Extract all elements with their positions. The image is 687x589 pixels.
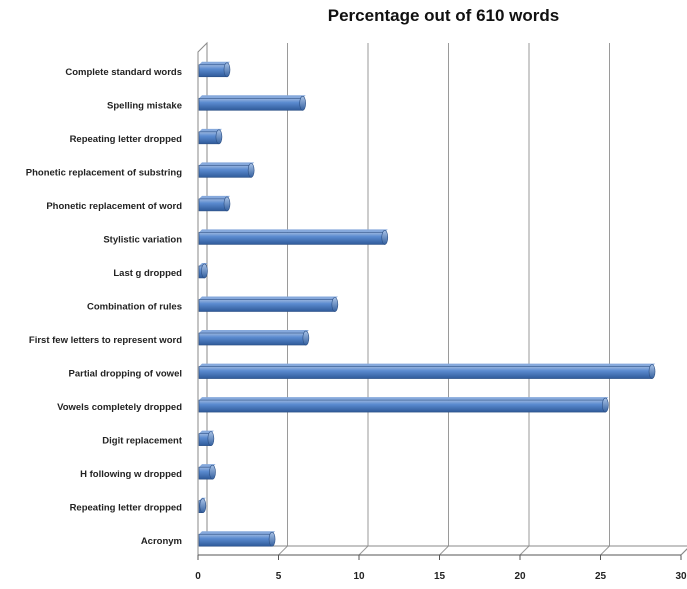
- bar: [198, 195, 231, 212]
- category-label: H following w dropped: [80, 469, 182, 480]
- category-label: Complete standard words: [65, 67, 182, 78]
- bar: [198, 330, 310, 346]
- bar: [198, 430, 215, 446]
- bar: [198, 397, 609, 413]
- bar: [198, 61, 231, 78]
- bar: [198, 363, 656, 379]
- x-tick-label: 30: [675, 571, 687, 582]
- x-tick-label: 0: [195, 571, 201, 582]
- category-label: Last g dropped: [113, 268, 182, 279]
- x-tick-label: 20: [514, 571, 526, 582]
- category-label: Phonetic replacement of word: [46, 201, 182, 212]
- bar: [198, 464, 216, 480]
- x-tick-label: 10: [353, 571, 365, 582]
- category-label: Acronym: [141, 536, 182, 547]
- x-tick-label: 15: [434, 571, 446, 582]
- y-axis-wall: [197, 41, 208, 555]
- category-label: Combination of rules: [87, 302, 182, 313]
- bar: [198, 497, 207, 514]
- category-label: Digit replacement: [102, 436, 183, 447]
- gridline-depth: [358, 545, 369, 556]
- bars: [198, 61, 656, 547]
- category-labels: Complete standard words Spelling mistake R…: [26, 67, 183, 547]
- bar: [198, 95, 306, 111]
- chart-title: Percentage out of 610 words: [327, 6, 560, 25]
- bar: [198, 531, 276, 547]
- gridline-depth: [278, 545, 288, 556]
- bar: [198, 162, 255, 178]
- category-label: Stylistic variation: [103, 234, 182, 245]
- category-label: Phonetic replacement of substring: [26, 167, 182, 178]
- x-tick-labels: 0 5 10 15 20 25 30: [195, 571, 687, 582]
- gridline-depth: [439, 545, 449, 556]
- gridline-depth: [519, 545, 530, 556]
- category-label: Repeating letter dropped: [70, 503, 183, 514]
- bar: [198, 262, 208, 279]
- gridlines: [278, 43, 687, 556]
- gridline-depth: [600, 545, 610, 556]
- category-label: Spelling mistake: [107, 100, 182, 111]
- x-tick-label: 5: [276, 571, 282, 582]
- category-label: Repeating letter dropped: [70, 134, 183, 145]
- bar: [198, 296, 339, 312]
- bar: [198, 229, 389, 245]
- x-tick-label: 25: [595, 571, 607, 582]
- axes: [197, 41, 687, 560]
- category-label: Vowels completely dropped: [57, 402, 182, 413]
- x-axis-floor: [198, 545, 687, 556]
- category-label: First few letters to represent word: [29, 335, 182, 346]
- bar: [198, 128, 223, 145]
- category-label: Partial dropping of vowel: [69, 369, 182, 380]
